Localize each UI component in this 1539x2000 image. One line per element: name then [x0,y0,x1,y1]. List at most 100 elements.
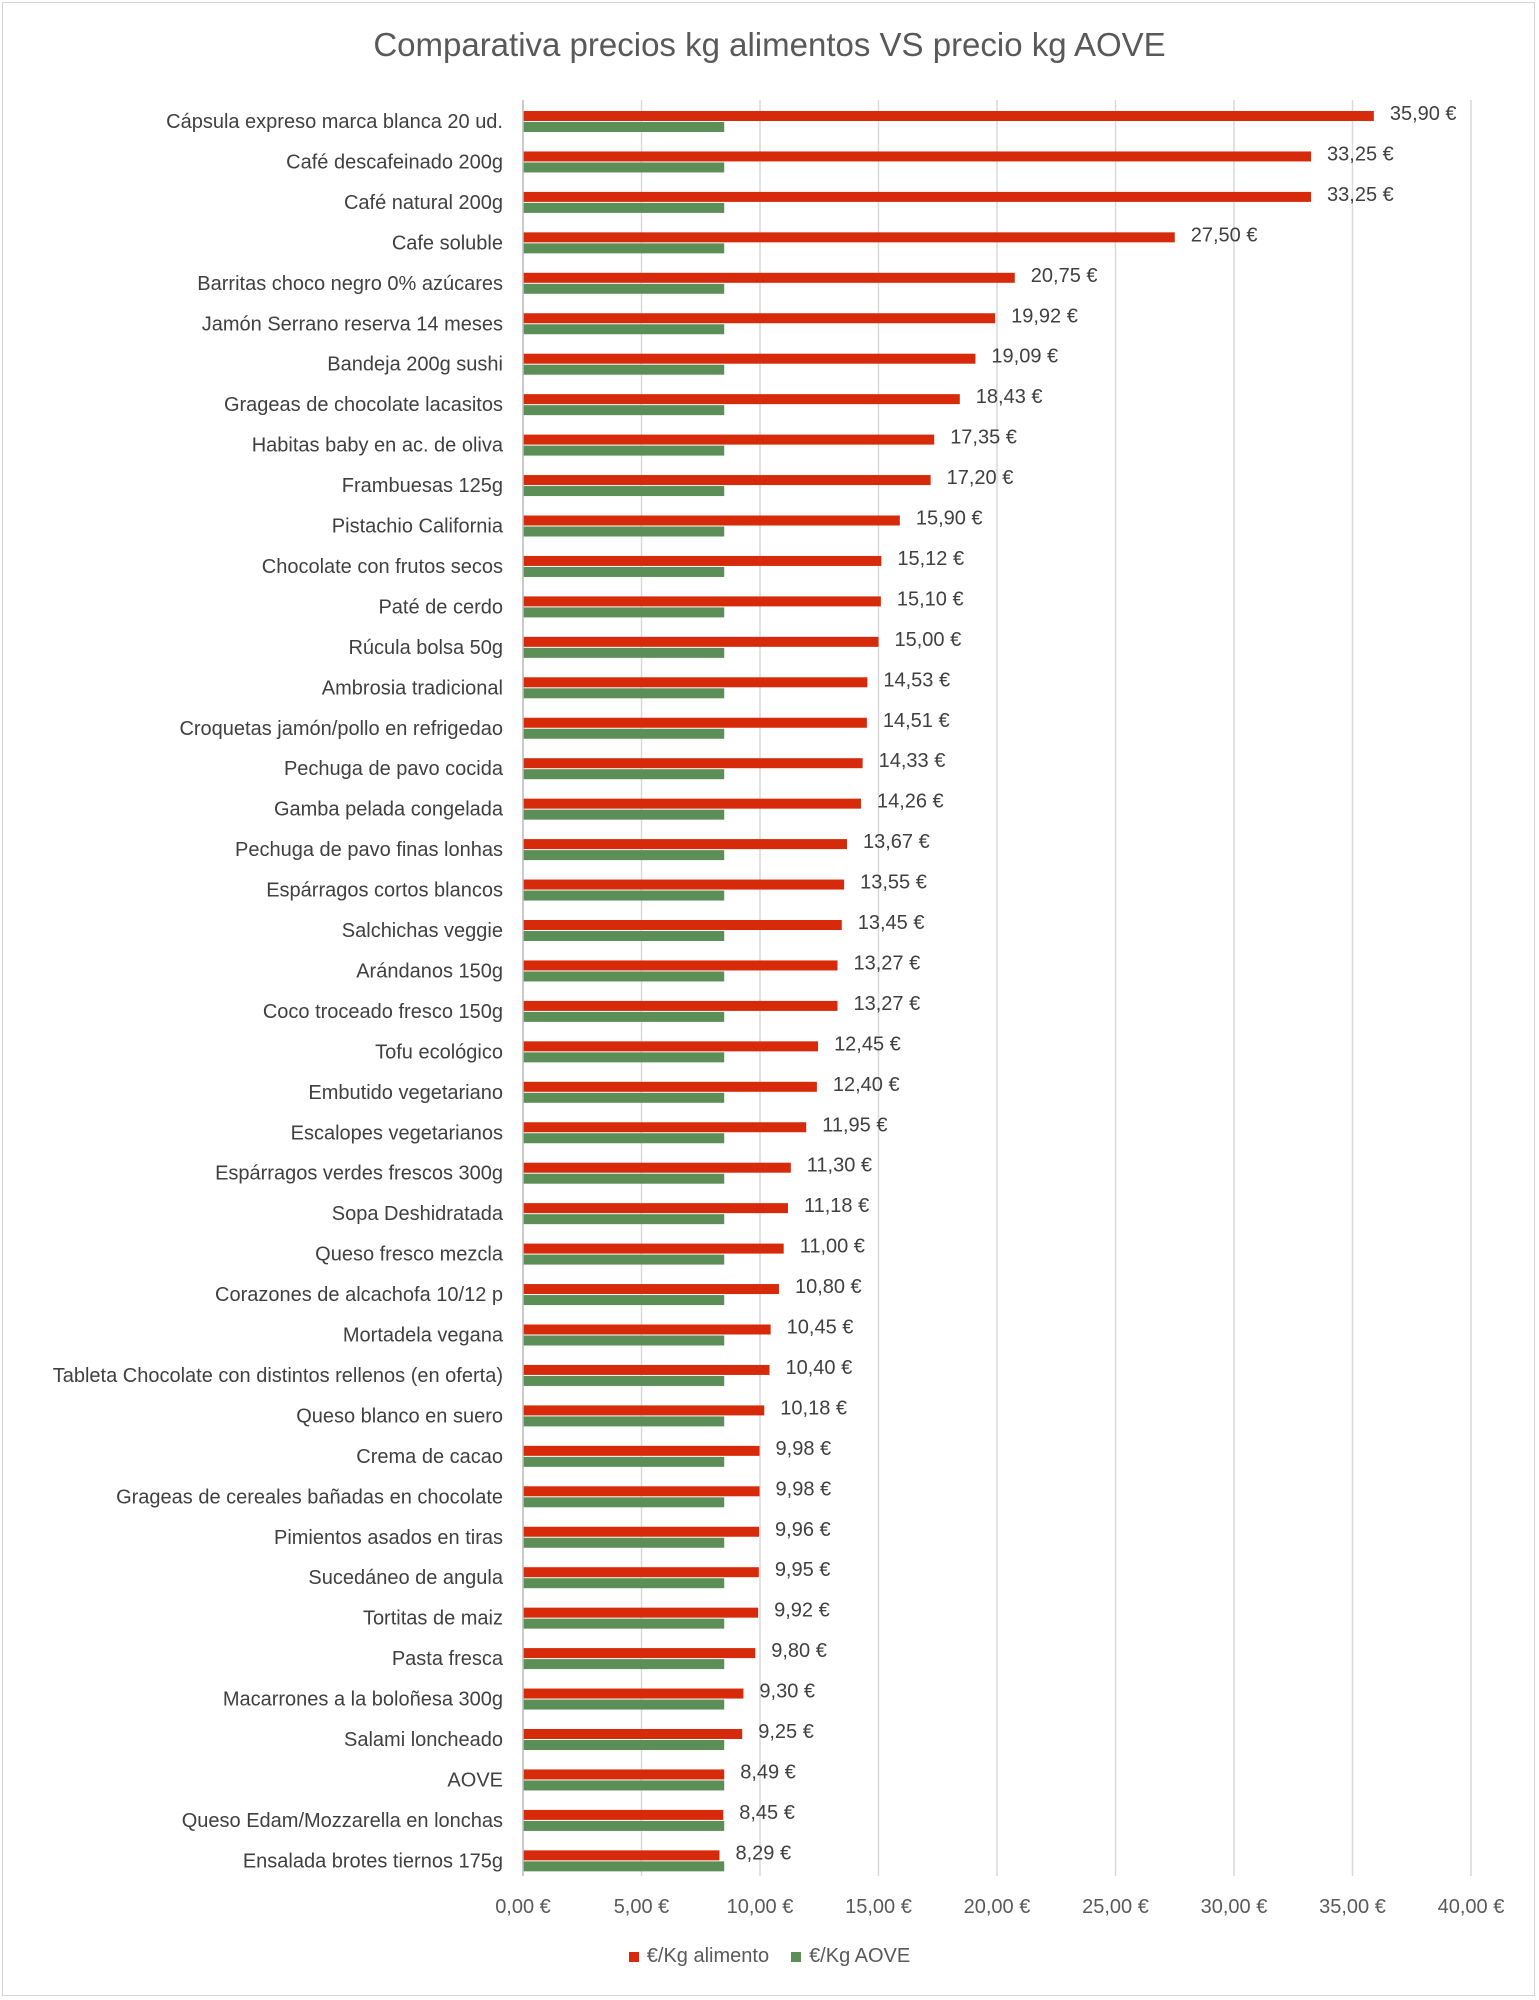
bar-aove [523,1699,725,1710]
x-tick-label: 10,00 € [727,1896,794,1918]
bar-aove [523,647,725,658]
bar-alimento [523,1162,791,1173]
bar-alimento [523,111,1374,121]
bar-aove [523,526,725,537]
data-label: 19,09 € [991,346,1058,368]
data-label: 11,95 € [822,1114,887,1136]
bar-aove [523,607,725,618]
category-label: Coco troceado fresco 150g [263,1001,503,1023]
category-label: Sucedáneo de angula [308,1567,503,1589]
data-label: 9,80 € [771,1640,827,1662]
data-label: 10,40 € [785,1357,852,1379]
data-label: 15,10 € [897,588,964,610]
data-label: 12,40 € [833,1074,900,1096]
data-label: 14,53 € [883,669,950,691]
category-label: Habitas baby en ac. de oliva [252,435,504,457]
category-label: Paté de cerdo [378,596,503,618]
legend-swatch-aove [791,1951,802,1962]
bar-aove [523,1537,725,1548]
bar-aove [523,1780,725,1791]
category-label: Espárragos cortos blancos [266,880,503,902]
data-label: 13,27 € [853,952,920,974]
bar-aove [523,445,725,456]
bar-alimento [523,677,868,688]
data-label: 9,25 € [758,1721,814,1743]
category-label: Salami loncheado [344,1729,503,1751]
category-label: Ensalada brotes tiernos 175g [243,1850,503,1872]
bar-alimento [523,151,1312,162]
data-label: 27,50 € [1191,224,1258,246]
x-tick-label: 35,00 € [1319,1896,1386,1918]
data-label: 9,95 € [775,1559,831,1581]
data-label: 35,90 € [1390,103,1457,125]
bar-alimento [523,394,960,405]
category-label: Pasta fresca [392,1648,504,1670]
category-label: Rúcula bolsa 50g [348,637,503,659]
bar-aove [523,931,725,941]
category-label: Jamón Serrano reserva 14 meses [202,313,503,335]
bar-alimento [523,191,1312,202]
category-label: Bandeja 200g sushi [327,354,503,376]
category-label: Gamba pelada congelada [274,799,504,821]
bar-alimento [523,313,996,324]
category-label: Barritas choco negro 0% azúcares [197,273,503,295]
x-tick-label: 25,00 € [1082,1896,1149,1918]
data-label: 9,98 € [776,1478,832,1500]
category-label: Chocolate con frutos secos [262,556,503,578]
chart-legend: €/Kg alimento €/Kg AOVE [0,1945,1539,1968]
bar-aove [523,1618,725,1629]
category-label: Cafe soluble [392,232,503,254]
bar-alimento [523,1203,788,1214]
category-label: Sopa Deshidratada [332,1203,504,1225]
bar-alimento [523,1526,760,1537]
x-tick-label: 0,00 € [495,1896,551,1918]
category-label: Salchichas veggie [342,920,503,942]
category-label: Macarrones a la boloñesa 300g [223,1689,503,1711]
category-label: Queso Edam/Mozzarella en lonchas [182,1810,503,1832]
data-label: 8,45 € [739,1802,795,1824]
bar-alimento [523,636,879,647]
bar-aove [523,1456,725,1467]
bar-aove [523,324,725,335]
data-label: 12,45 € [834,1033,901,1055]
bar-aove [523,1578,725,1589]
legend-item-aove: €/Kg AOVE [791,1945,910,1968]
bar-alimento [523,1041,819,1052]
data-label: 11,18 € [804,1195,869,1217]
bar-alimento [523,839,847,850]
bar-aove [523,1254,725,1265]
bar-alimento [523,1769,725,1780]
bar-aove [523,566,725,577]
bar-alimento [523,1405,765,1416]
bar-aove [523,1133,725,1144]
category-label: Ambrosia tradicional [322,677,503,699]
bar-alimento [523,1688,744,1699]
bar-alimento [523,1081,817,1092]
bar-aove [523,1861,725,1872]
bar-alimento [523,555,882,566]
category-label: Arándanos 150g [356,960,503,982]
category-label: Embutido vegetariano [308,1082,503,1104]
data-label: 15,00 € [895,629,962,651]
data-label: 11,30 € [807,1155,872,1177]
chart-title: Comparativa precios kg alimentos VS prec… [373,26,1166,63]
bar-aove [523,1375,725,1386]
category-label: Croquetas jamón/pollo en refrigedao [179,718,503,740]
bar-aove [523,364,725,375]
bar-aove [523,1011,725,1022]
data-label: 33,25 € [1327,184,1394,206]
bar-aove [523,122,725,132]
bar-aove [523,809,725,820]
data-label: 19,92 € [1011,305,1078,327]
data-label: 13,27 € [853,993,920,1015]
category-label: Espárragos verdes frescos 300g [215,1163,503,1185]
data-label: 13,55 € [860,872,927,894]
category-label: Cápsula expreso marca blanca 20 ud. [166,111,503,133]
bar-aove [523,1214,725,1225]
bar-aove [523,283,725,294]
bar-alimento [523,1607,759,1618]
data-label: 17,20 € [947,467,1014,489]
legend-label-aove: €/Kg AOVE [809,1945,911,1967]
bar-aove [523,486,725,497]
